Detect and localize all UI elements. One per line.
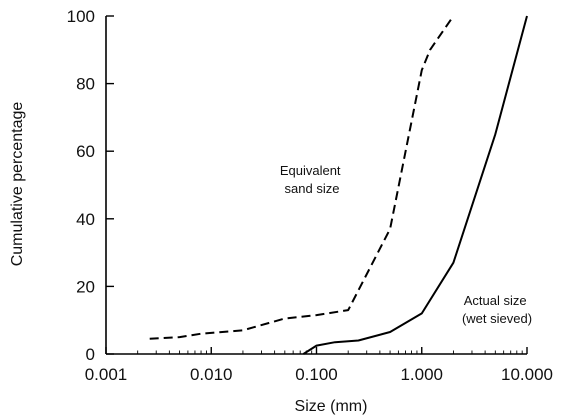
equivalent-sand-annotation-line-1: Equivalent: [280, 163, 341, 178]
series-layer: [149, 15, 528, 355]
y-tick-label: 0: [86, 345, 95, 364]
y-tick-label: 60: [76, 142, 95, 161]
actual-size-annotation: Actual size (wet sieved): [462, 293, 532, 326]
x-axis-title: Size (mm): [295, 398, 368, 415]
actual-size-annotation-line-1: Actual size: [464, 293, 527, 308]
actual-size-annotation-line-2: (wet sieved): [462, 311, 532, 326]
x-ticks: 0.001 0.010 0.100 1.000 10.000: [85, 347, 553, 384]
y-tick-label: 20: [76, 277, 95, 296]
y-tick-label: 100: [67, 7, 95, 26]
actual-size-line: [302, 15, 528, 355]
y-axis-title: Cumulative percentage: [9, 102, 26, 267]
x-tick-label: 0.100: [295, 365, 338, 384]
y-tick-label: 80: [76, 75, 95, 94]
x-tick-label: 0.010: [190, 365, 233, 384]
equivalent-sand-annotation: Equivalent sand size: [280, 163, 344, 196]
x-tick-label: 10.000: [501, 365, 553, 384]
x-tick-label: 0.001: [85, 365, 128, 384]
equivalent-sand-size-line: [149, 15, 455, 340]
y-ticks: 0 20 40 60 80 100: [67, 7, 114, 364]
x-tick-label: 1.000: [400, 365, 443, 384]
y-tick-label: 40: [76, 210, 95, 229]
equivalent-sand-annotation-line-2: sand size: [285, 181, 340, 196]
